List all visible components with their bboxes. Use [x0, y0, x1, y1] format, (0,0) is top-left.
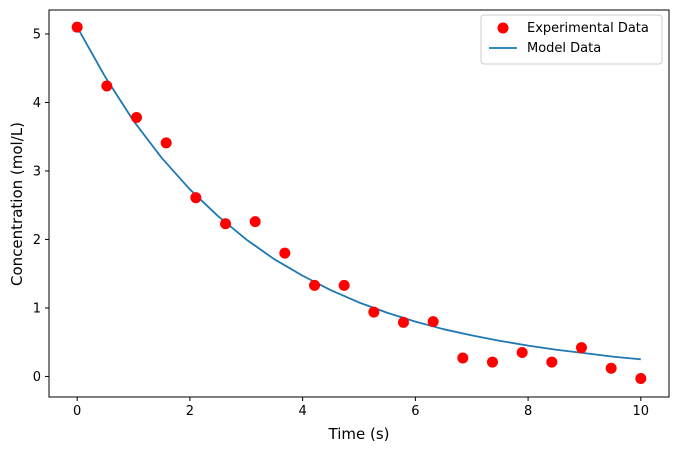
y-tick-label: 5: [33, 27, 41, 42]
data-point: [427, 316, 439, 328]
data-point: [516, 346, 528, 358]
data-point: [71, 21, 83, 33]
legend-label-model: Model Data: [527, 41, 601, 56]
x-tick-label: 8: [524, 404, 532, 419]
experimental-series-layer: [71, 21, 647, 385]
y-tick-label: 0: [33, 370, 41, 385]
model-line: [76, 26, 641, 361]
x-tick-label: 4: [298, 404, 306, 419]
data-point: [160, 137, 172, 149]
x-tick-label: 0: [73, 404, 81, 419]
data-point: [309, 279, 321, 291]
plot-area: [49, 10, 669, 397]
model-series-layer: [76, 26, 641, 361]
data-point: [575, 342, 587, 354]
data-point: [635, 373, 647, 385]
plot-frame: [48, 9, 670, 398]
data-point: [605, 362, 617, 374]
data-point: [190, 192, 202, 204]
data-point: [220, 218, 232, 230]
data-point: [279, 247, 291, 259]
data-point: [101, 80, 113, 92]
x-axis-title: Time (s): [328, 425, 390, 443]
data-point: [249, 216, 261, 228]
data-point: [546, 356, 558, 368]
y-tick-label: 4: [33, 96, 41, 111]
data-point: [368, 306, 380, 318]
legend-label-experimental: Experimental Data: [527, 21, 649, 36]
data-point: [457, 352, 469, 364]
legend-marker-experimental: [497, 22, 509, 34]
x-tick-label: 2: [186, 404, 194, 419]
x-tick-label: 6: [411, 404, 419, 419]
y-tick-label: 2: [33, 233, 41, 248]
legend-box: [480, 14, 663, 65]
data-point: [486, 356, 498, 368]
y-tick-label: 1: [33, 301, 41, 316]
y-axis-title: Concentration (mol/L): [8, 122, 26, 286]
data-point: [131, 112, 143, 124]
data-point: [338, 279, 350, 291]
data-point: [397, 316, 409, 328]
x-axis: 0 2 4 6 8 10: [73, 397, 649, 419]
x-tick-label: 10: [633, 404, 650, 419]
y-tick-label: 3: [33, 164, 41, 179]
legend: Experimental Data Model Data: [480, 14, 663, 65]
y-axis: 0 1 2 3 4 5: [33, 27, 49, 385]
